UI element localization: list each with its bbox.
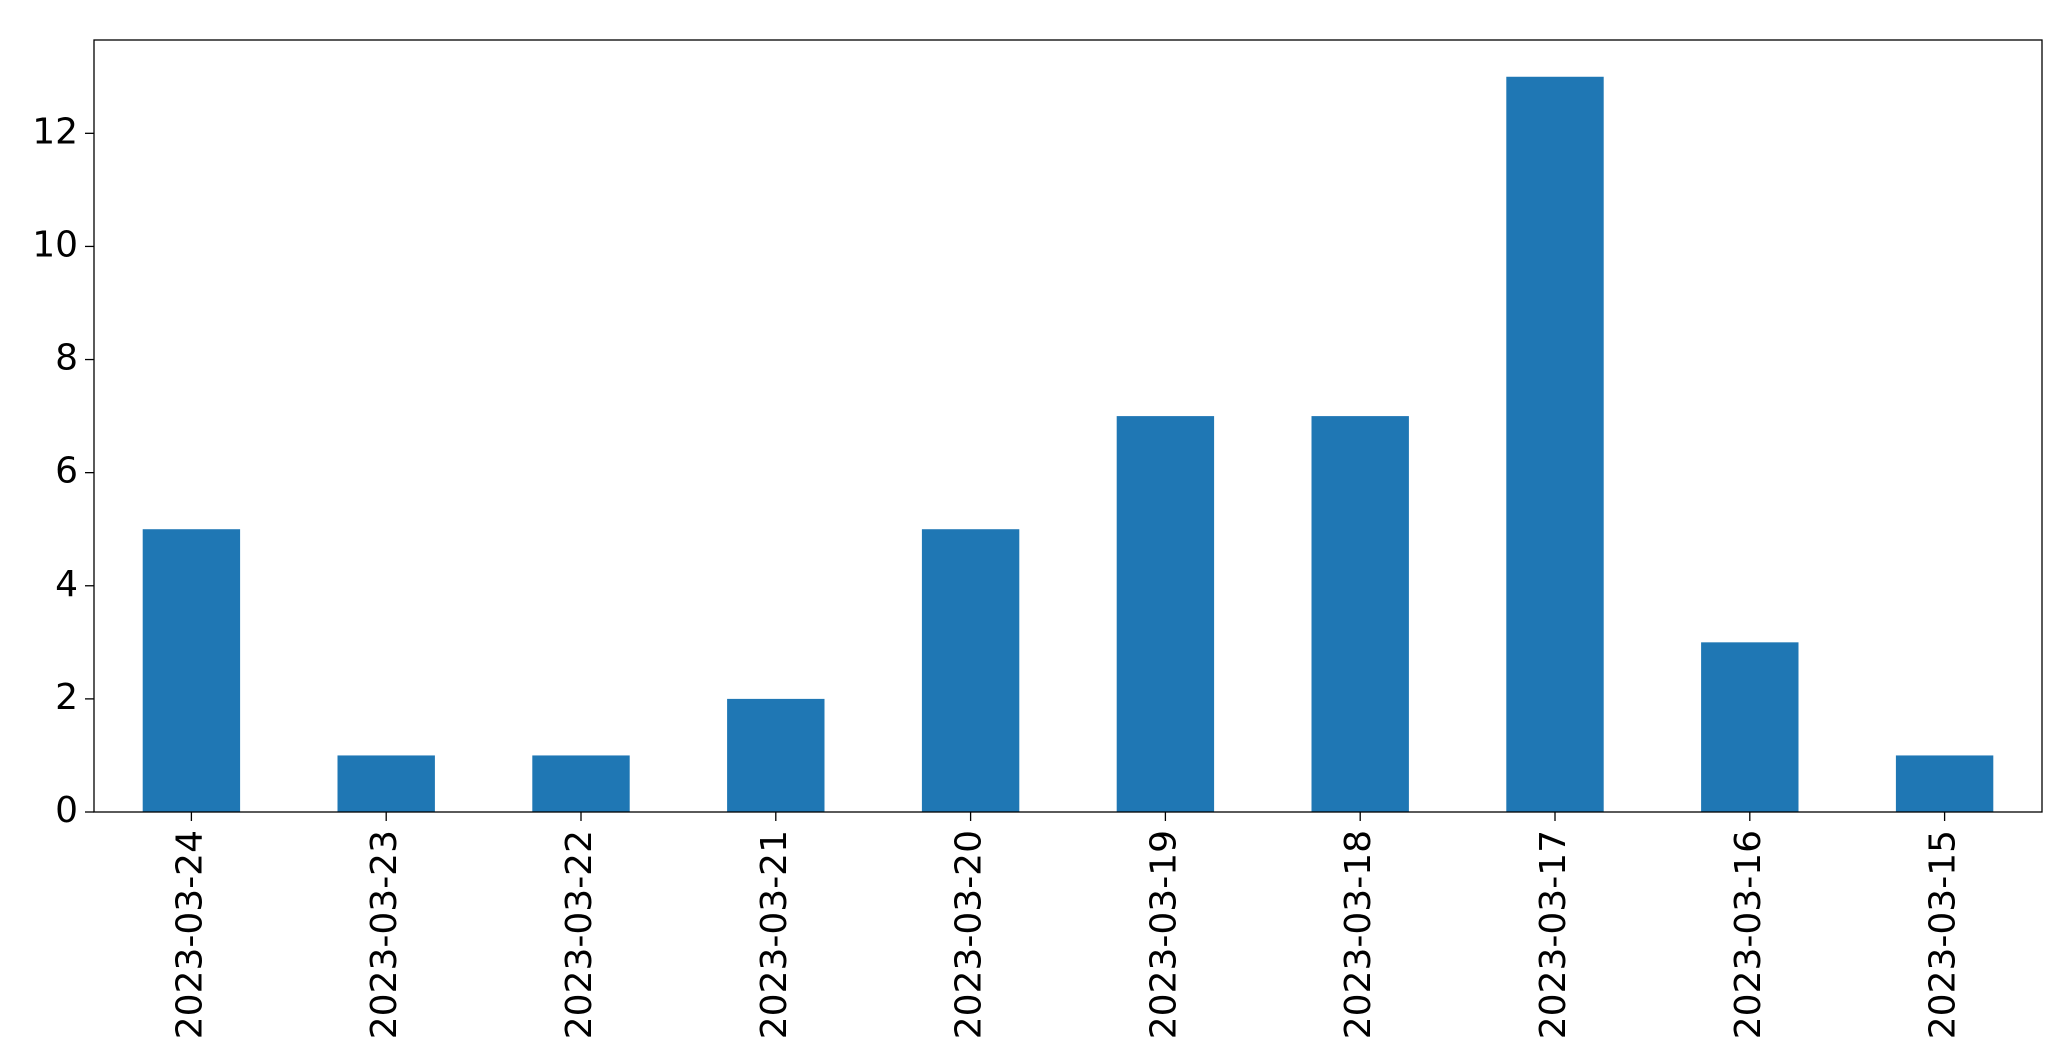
bar [532, 755, 630, 812]
x-tick-label: 2023-03-23 [364, 830, 405, 1039]
x-tick-label: 2023-03-18 [1338, 830, 1379, 1039]
bar [1895, 755, 1994, 812]
y-tick-label: 10 [32, 224, 78, 265]
bar [727, 698, 825, 812]
y-tick-label: 12 [32, 111, 78, 152]
bar [337, 755, 435, 812]
y-tick-label: 8 [55, 338, 78, 379]
y-tick-label: 6 [55, 451, 78, 492]
x-tick-label: 2023-03-22 [559, 830, 600, 1039]
x-tick-label: 2023-03-19 [1143, 830, 1184, 1039]
plot-frame [93, 39, 2043, 813]
x-tick-label: 2023-03-17 [1533, 830, 1574, 1039]
x-tick-label: 2023-03-20 [949, 830, 990, 1039]
y-tick-label: 2 [55, 677, 78, 718]
bar [1311, 416, 1409, 812]
bar [921, 529, 1020, 812]
bar [1116, 416, 1215, 812]
bar [1506, 76, 1604, 812]
bar [142, 529, 241, 812]
x-tick-label: 2023-03-24 [169, 830, 210, 1039]
x-tick-label: 2023-03-21 [754, 830, 795, 1039]
y-tick-label: 0 [55, 790, 78, 831]
x-tick-label: 2023-03-15 [1923, 830, 1964, 1039]
x-tick-label: 2023-03-16 [1728, 830, 1769, 1039]
bar [1701, 642, 1799, 812]
y-tick-label: 4 [55, 564, 78, 605]
